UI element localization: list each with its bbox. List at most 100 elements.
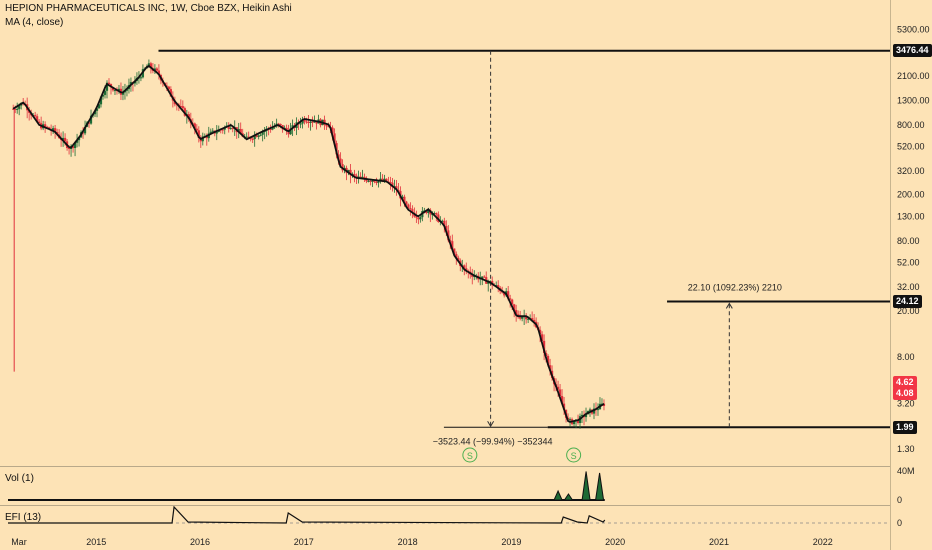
candle-body xyxy=(353,173,356,176)
candle-body xyxy=(255,135,258,137)
candle-body xyxy=(95,108,99,111)
price-tick-label: 1300.00 xyxy=(897,95,930,105)
candle-body xyxy=(237,128,240,133)
price-tick-label: 3.20 xyxy=(897,398,915,408)
candle-body xyxy=(327,126,330,128)
candle-body xyxy=(568,419,572,421)
candle-body xyxy=(471,274,474,277)
candle-body xyxy=(576,419,580,423)
candle-body xyxy=(52,128,55,131)
candle-body xyxy=(417,217,420,220)
candle-body xyxy=(195,128,198,131)
candle-body xyxy=(391,182,394,187)
candle-body xyxy=(93,110,97,115)
candle-body xyxy=(231,128,234,130)
price-tick-label: 8.00 xyxy=(897,352,915,362)
time-axis-label: 2019 xyxy=(501,537,521,547)
candle-body xyxy=(181,106,184,109)
split-marker xyxy=(462,447,478,463)
candle-body xyxy=(12,108,15,110)
candle-body xyxy=(465,268,468,271)
candle-body xyxy=(71,146,75,149)
price-tag: 24.12 xyxy=(893,294,922,308)
price-tag: 1.99 xyxy=(893,420,917,434)
volume-tick-label: 0 xyxy=(897,495,902,505)
candle-body xyxy=(305,121,308,123)
efi-pane-title: EFI (13) xyxy=(5,512,42,523)
candle-body xyxy=(289,128,292,135)
candle-body xyxy=(291,125,294,129)
candle-body xyxy=(445,226,448,231)
time-axis-label: 2016 xyxy=(190,537,210,547)
candle-body xyxy=(44,124,47,127)
candle-body xyxy=(197,130,200,138)
candle-body xyxy=(125,89,129,91)
candle-body xyxy=(401,196,404,199)
candle-body xyxy=(431,214,434,216)
volume-tick-label: 40M xyxy=(897,466,915,476)
candle-body xyxy=(99,96,103,105)
candle-body xyxy=(519,317,522,319)
candle-body xyxy=(333,133,336,144)
candle-body xyxy=(513,304,516,311)
volume-pane-title: Vol (1) xyxy=(5,473,34,484)
candle-body xyxy=(245,136,248,138)
candle-body xyxy=(463,265,466,269)
drop-measure-label: −3523.44 (−99.94%) −352344 xyxy=(433,436,553,446)
candle-body xyxy=(303,119,306,122)
price-tick-label: 130.00 xyxy=(897,211,925,221)
time-axis-label: 2018 xyxy=(398,537,418,547)
candle-body xyxy=(107,82,111,85)
candle-body xyxy=(521,317,524,319)
candle-body xyxy=(511,299,514,305)
candle-body xyxy=(541,334,544,341)
price-axis-background[interactable] xyxy=(890,0,932,550)
candle-body xyxy=(75,140,79,143)
candle-body xyxy=(489,280,492,282)
candle-body xyxy=(533,319,536,322)
time-axis-label: Mar xyxy=(11,537,27,547)
candle-body xyxy=(16,108,19,110)
candle-body xyxy=(325,124,328,127)
candle-body xyxy=(381,178,384,181)
candle-body xyxy=(179,106,182,108)
volume-pane-separator[interactable] xyxy=(0,466,890,467)
candle-body xyxy=(229,128,232,130)
candle-body xyxy=(155,68,158,71)
price-tick-label: 80.00 xyxy=(897,236,920,246)
candle-body xyxy=(419,217,422,220)
volume-spike xyxy=(563,493,574,501)
price-tick-label: 52.00 xyxy=(897,258,920,268)
candle-body xyxy=(497,285,500,288)
candle-body xyxy=(560,396,564,404)
candle-body xyxy=(307,121,310,123)
split-marker xyxy=(566,447,582,463)
candle-body xyxy=(525,316,528,320)
candle-body xyxy=(36,116,39,122)
candle-body xyxy=(269,129,272,131)
efi-pane-separator[interactable] xyxy=(0,505,890,506)
candle-body xyxy=(205,136,208,139)
candle-body xyxy=(285,127,288,131)
price-tick-label: 20.00 xyxy=(897,306,920,316)
candle-body xyxy=(46,126,49,128)
candle-body xyxy=(373,180,376,182)
price-tag: 3476.44 xyxy=(893,44,932,58)
candle-body xyxy=(367,180,370,182)
efi-tick-label: 0 xyxy=(897,518,902,528)
candle-body xyxy=(87,122,91,124)
candle-body xyxy=(38,121,41,124)
time-axis-label: 2022 xyxy=(813,537,833,547)
candle-body xyxy=(483,276,486,278)
candle-body xyxy=(572,420,576,425)
candle-body xyxy=(365,178,368,182)
candle-body xyxy=(355,175,358,178)
candle-body xyxy=(299,123,302,125)
drop-measure-arrowhead xyxy=(487,421,495,428)
candle-body xyxy=(73,142,77,149)
candle-body xyxy=(331,127,334,134)
price-tag: 4.08 xyxy=(893,386,917,400)
candle-body xyxy=(527,318,530,320)
